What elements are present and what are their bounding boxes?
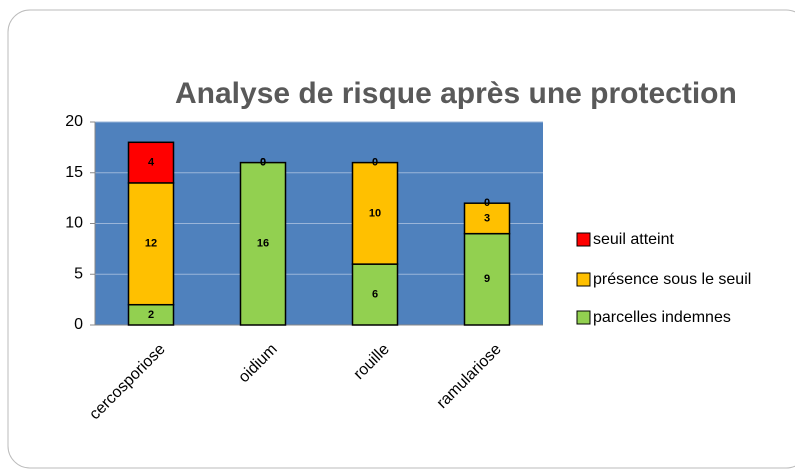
y-tick-label: 0 [74, 316, 83, 333]
bar-segment [351, 161, 399, 265]
data-label: 12 [145, 238, 157, 250]
legend-label: parcelles indemnes [593, 309, 731, 326]
y-tick-label: 20 [65, 113, 83, 130]
data-label: 0 [260, 157, 266, 169]
data-label: 0 [484, 197, 490, 209]
legend-swatch [576, 310, 591, 325]
y-tick-label: 15 [65, 164, 83, 181]
data-label: 2 [148, 309, 154, 321]
bar-segment [351, 263, 399, 326]
data-label: 0 [260, 157, 266, 169]
bar-segment [239, 161, 287, 326]
legend-swatch [576, 272, 591, 287]
bar-segment [127, 141, 175, 184]
bar-segment [463, 202, 511, 235]
data-label: 4 [148, 157, 155, 169]
data-label: 3 [484, 212, 490, 224]
y-tick-label: 5 [74, 265, 83, 282]
legend-swatch [576, 232, 591, 247]
data-label: 10 [369, 207, 381, 219]
chart-title: Analyse de risque après une protection [175, 77, 737, 110]
data-label: 9 [484, 273, 490, 285]
data-label: 6 [372, 288, 378, 300]
legend-label: présence sous le seuil [593, 271, 751, 288]
legend-label: seuil atteint [593, 231, 674, 248]
data-label: 16 [257, 238, 269, 250]
y-tick-label: 10 [65, 215, 83, 232]
data-label: 0 [372, 157, 378, 169]
bar-segment [463, 232, 511, 326]
